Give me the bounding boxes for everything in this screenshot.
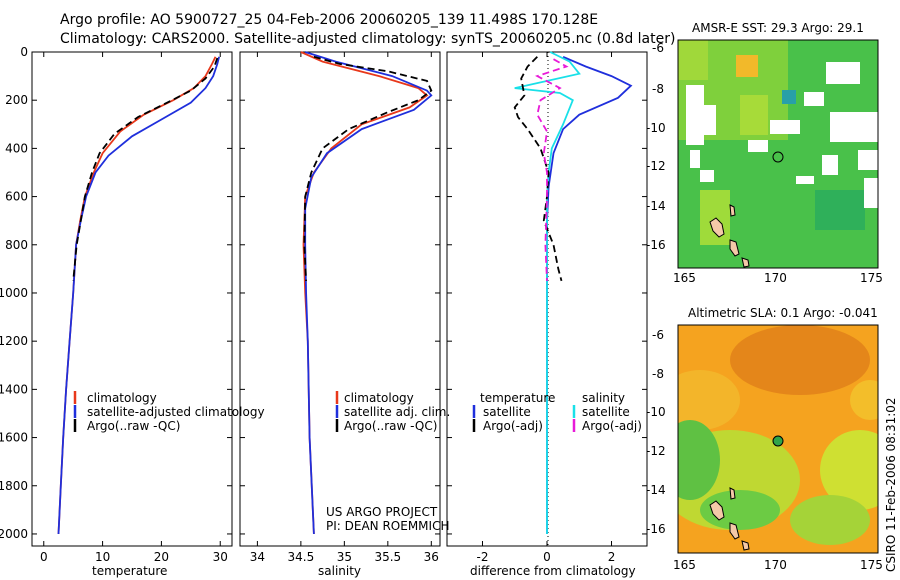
sla-ytick: -14 [646,483,666,497]
sst-ytick: -8 [652,82,664,96]
x-tick-label: 2 [608,550,616,564]
legend-temp-sat-label: satellite [483,405,531,419]
sst-ytick: -14 [646,199,666,213]
depth-tick-label: 1200 [0,334,28,348]
difference-legend: temperature salinity satellite Argo(-adj… [472,391,642,433]
legend-header-salinity: salinity [582,391,625,405]
difference-xlabel: difference from climatology [470,564,636,578]
series-argo-raw-qc- [303,55,433,281]
sst-map-axes: 165 170 175 -6 -8 -10 -12 -14 -16 [646,41,883,285]
difference-x-axis: -2 0 2 [447,51,647,564]
sst-ytick: -16 [646,238,666,252]
salinity-xlabel: salinity [318,564,361,578]
sst-ytick: -10 [646,121,666,135]
temperature-xlabel: temperature [92,564,167,578]
legend-sal-sat-label: satellite [582,405,630,419]
depth-tick-label: 2000 [0,527,28,541]
timestamp: CSIRO 11-Feb-2006 08:31:02 [884,397,898,572]
sla-ytick: -12 [646,444,666,458]
depth-tick-label: 1400 [0,382,28,396]
salinity-panel: 34 34.5 35 35.5 36 salinity climatology sate… [239,51,450,578]
sla-ytick: -6 [652,328,664,342]
sla-xtick-165: 165 [673,558,696,572]
depth-tick-label: 0 [20,45,28,59]
sla-ytick: -16 [646,522,666,536]
legend-header-temperature: temperature [480,391,555,405]
sla-xtick-170: 170 [764,558,787,572]
sla-map-image [678,325,878,553]
depth-tick-label: 1600 [0,431,28,445]
legend-argo-label: Argo(..raw -QC) [344,419,437,433]
series-salinity-argo-adj- [535,58,569,281]
legend-sat-clim-label: satellite-adjusted climatology [87,405,265,419]
series-salinity-satellite [514,51,581,534]
series-climatology [300,51,429,535]
depth-tick-label: 1000 [0,286,28,300]
sst-xtick-175: 175 [860,271,883,285]
legend-temp-argo-label: Argo(-adj) [483,419,543,433]
x-tick-label: 0 [40,550,48,564]
legend-sal-argo-label: Argo(-adj) [582,419,642,433]
figure-title-line-2: Climatology: CARS2000. Satellite-adjuste… [60,31,675,47]
difference-panel: -2 0 2 difference from climatology tempera… [446,51,648,578]
sla-map-axes: 165 170 175 -6 -8 -10 -12 -14 -16 [646,328,883,572]
x-tick-label: 0 [543,550,551,564]
depth-tick-label: 800 [5,238,28,252]
x-tick-label: 34.5 [288,550,315,564]
series-climatology [57,56,217,535]
x-tick-label: 35.5 [374,550,401,564]
sst-xtick-165: 165 [673,271,696,285]
salinity-legend: climatology satellite adj. clim. Argo(..… [335,391,450,433]
depth-tick-label: 200 [5,93,28,107]
sst-map-image [678,40,878,268]
temperature-panel: 0 200 400 600 800 1000 1200 1400 1600 1800 2000 0 1… [0,45,265,578]
x-tick-label: 10 [95,550,110,564]
series-argo-raw-qc- [72,57,219,281]
depth-tick-label: 1800 [0,479,28,493]
sla-map-title: Altimetric SLA: 0.1 Argo: -0.041 [688,306,878,320]
sla-xtick-175: 175 [860,558,883,572]
x-tick-label: 34 [250,550,265,564]
sst-map-title: AMSR-E SST: 29.3 Argo: 29.1 [692,21,864,35]
sst-map-frame [677,39,879,269]
salinity-x-axis: 34 34.5 35 35.5 36 [240,51,440,564]
temperature-x-axis: 0 10 20 30 [40,52,228,564]
temperature-legend: climatology satellite-adjusted climatolo… [73,391,265,433]
sla-ytick: -10 [646,405,666,419]
x-tick-label: 36 [424,550,439,564]
salinity-axes-frame [239,51,441,547]
difference-lines [513,51,633,534]
legend-climatology-label: climatology [87,391,157,405]
depth-tick-label: 400 [5,141,28,155]
project-name: US ARGO PROJECT [326,505,438,519]
x-tick-label: 30 [213,550,228,564]
legend-argo-label: Argo(..raw -QC) [87,419,180,433]
legend-climatology-label: climatology [344,391,414,405]
legend-sat-clim-label: satellite adj. clim. [344,405,450,419]
sla-map-frame [677,324,879,554]
series-satellite-adjusted-climatology [57,56,220,535]
sst-xtick-170: 170 [764,271,787,285]
temperature-lines [57,56,220,535]
temperature-axes-frame [31,51,233,547]
series-temperature-satellite [546,55,633,534]
sst-ytick: -6 [652,41,664,55]
depth-axis: 0 200 400 600 800 1000 1200 1400 1600 1800 2000 [0,45,232,541]
sla-ytick: -8 [652,367,664,381]
series-temperature-argo-adj- [513,56,563,282]
salinity-lines [300,51,433,535]
project-pi: PI: DEAN ROEMMICH [326,519,449,533]
x-tick-label: 35 [337,550,352,564]
depth-tick-label: 600 [5,190,28,204]
x-tick-label: 20 [154,550,169,564]
series-satellite-adj-clim- [304,51,433,535]
x-tick-label: -2 [476,550,488,564]
figure-title-line-1: Argo profile: AO 5900727_25 04-Feb-2006 … [60,12,598,28]
sst-ytick: -12 [646,159,666,173]
